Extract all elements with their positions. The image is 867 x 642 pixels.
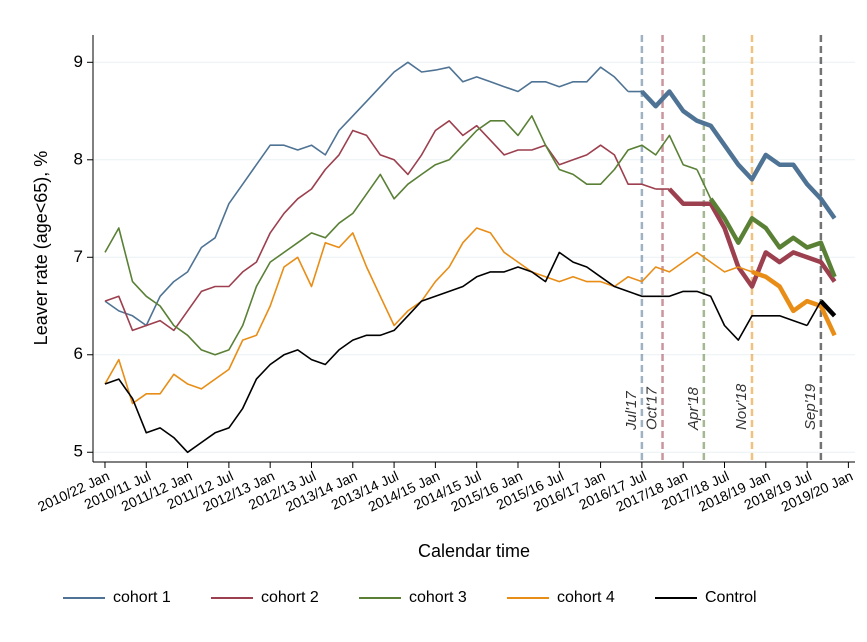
legend-label: cohort 1 (113, 589, 171, 606)
legend-label: cohort 3 (409, 589, 467, 606)
series-line-treated (819, 299, 837, 318)
y-axis-label: Leaver rate (age<65), % (31, 151, 51, 346)
series-line (104, 115, 698, 356)
treatment-label: Oct'17 (644, 386, 661, 430)
series-line (104, 251, 808, 454)
legend-label: cohort 4 (557, 589, 615, 606)
treatment-label: Nov'18 (733, 383, 750, 430)
y-tick-label: 8 (74, 149, 83, 168)
series-line (104, 61, 629, 327)
series-line-treated (667, 187, 837, 289)
series-connector (696, 169, 712, 200)
series-line (104, 120, 656, 332)
treatment-label: Sep'19 (802, 383, 819, 430)
series-line-treated (640, 89, 837, 220)
treatment-label: Jul'17 (623, 391, 640, 431)
series-line-treated (708, 197, 837, 278)
series-connector (738, 266, 753, 273)
treatment-label: Apr'18 (685, 386, 702, 431)
x-axis-label: Calendar time (418, 541, 530, 561)
series-line-treated (751, 269, 837, 337)
y-tick-label: 6 (74, 344, 83, 363)
y-tick-label: 9 (74, 52, 83, 71)
y-tick-label: 5 (74, 442, 83, 461)
legend-label: cohort 2 (261, 589, 319, 606)
legend-label: Control (705, 589, 757, 606)
y-tick-label: 7 (74, 247, 83, 266)
series-connector (806, 300, 822, 326)
